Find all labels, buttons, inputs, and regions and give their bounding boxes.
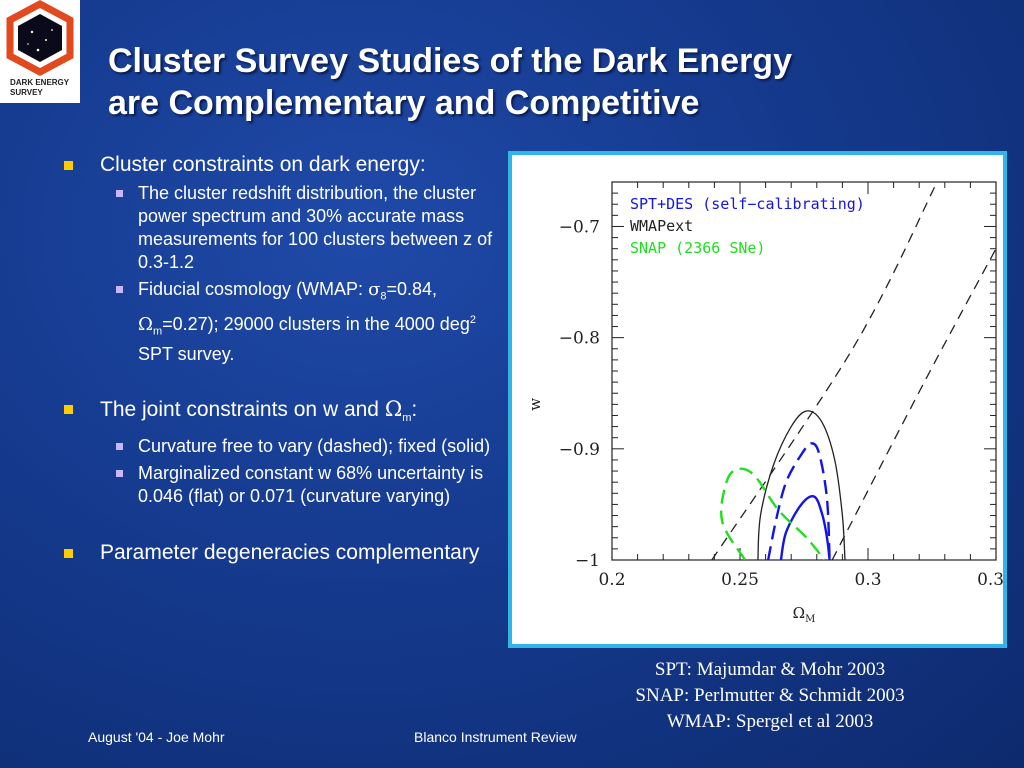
reference-wmap: WMAP: Spergel et al 2003	[666, 711, 874, 732]
constraint-plot: 0.2 0.25 0.3 0.35 −0.7 −0.8 −0.9 −1 SPT+DES (se…	[508, 151, 1015, 648]
des-logo: DARK ENERGY SURVEY	[0, 0, 80, 103]
legend-entry-2: SNAP (2366 SNe)	[630, 239, 765, 257]
bullet-list: Cluster constraints on dark energy: The …	[60, 152, 510, 566]
x-tick-label: 0.25	[721, 570, 759, 590]
contour-series-4	[779, 495, 831, 560]
footer-event: Blanco Instrument Review	[414, 729, 577, 745]
des-logo-text: DARK ENERGY SURVEY	[10, 78, 70, 97]
bullet-cluster-constraints: Cluster constraints on dark energy:	[60, 152, 510, 178]
sub-bullet-fiducial-cosmology: Fiducial cosmology (WMAP: σ8=0.84, Ωm=0.…	[60, 278, 510, 366]
references: SPT: Majumdar & Mohr 2003 SNAP: Perlmutt…	[600, 657, 940, 735]
y-tick-label: −0.9	[559, 440, 600, 460]
title-line-1: Cluster Survey Studies of the Dark Energ…	[108, 42, 792, 80]
contour-series-0	[711, 182, 938, 560]
contour-series-5	[720, 467, 826, 560]
contour-series-1	[831, 248, 996, 560]
title-line-2: are Complementary and Competitive	[108, 84, 700, 122]
x-tick-label: 0.2	[598, 570, 625, 590]
constraint-plot-svg: 0.2 0.25 0.3 0.35 −0.7 −0.8 −0.9 −1 SPT+DES (se…	[526, 181, 1015, 625]
reference-spt: SPT: Majumdar & Mohr 2003	[654, 659, 886, 680]
contour-series-2	[757, 410, 846, 560]
y-tick-label: −0.7	[559, 217, 600, 237]
sub-bullet-redshift-distribution: The cluster redshift distribution, the c…	[60, 182, 510, 274]
des-logo-mark	[6, 0, 74, 76]
bullet-joint-constraints: The joint constraints on w and Ωm:	[60, 396, 510, 431]
contour-series-3	[766, 442, 831, 560]
x-tick-label: 0.3	[854, 570, 881, 590]
x-tick-label: 0.35	[977, 570, 1003, 590]
y-axis-label: w	[526, 398, 544, 411]
y-tick-label: −0.8	[559, 329, 600, 349]
sub-bullet-curvature: Curvature free to vary (dashed); fixed (…	[60, 435, 510, 458]
sub-bullet-marginalized: Marginalized constant w 68% uncertainty …	[60, 462, 510, 508]
legend-entry-0: SPT+DES (self−calibrating)	[630, 195, 865, 213]
x-axis-label: ΩM	[793, 604, 816, 625]
y-tick-label: −1	[575, 551, 600, 571]
footer-date-author: August '04 - Joe Mohr	[88, 729, 225, 745]
reference-snap: SNAP: Perlmutter & Schmidt 2003	[635, 685, 905, 706]
slide-title: Cluster Survey Studies of the Dark Energ…	[108, 40, 1008, 124]
bullet-parameter-degeneracies: Parameter degeneracies complementary	[60, 540, 510, 566]
legend-entry-1: WMAPext	[630, 217, 693, 235]
